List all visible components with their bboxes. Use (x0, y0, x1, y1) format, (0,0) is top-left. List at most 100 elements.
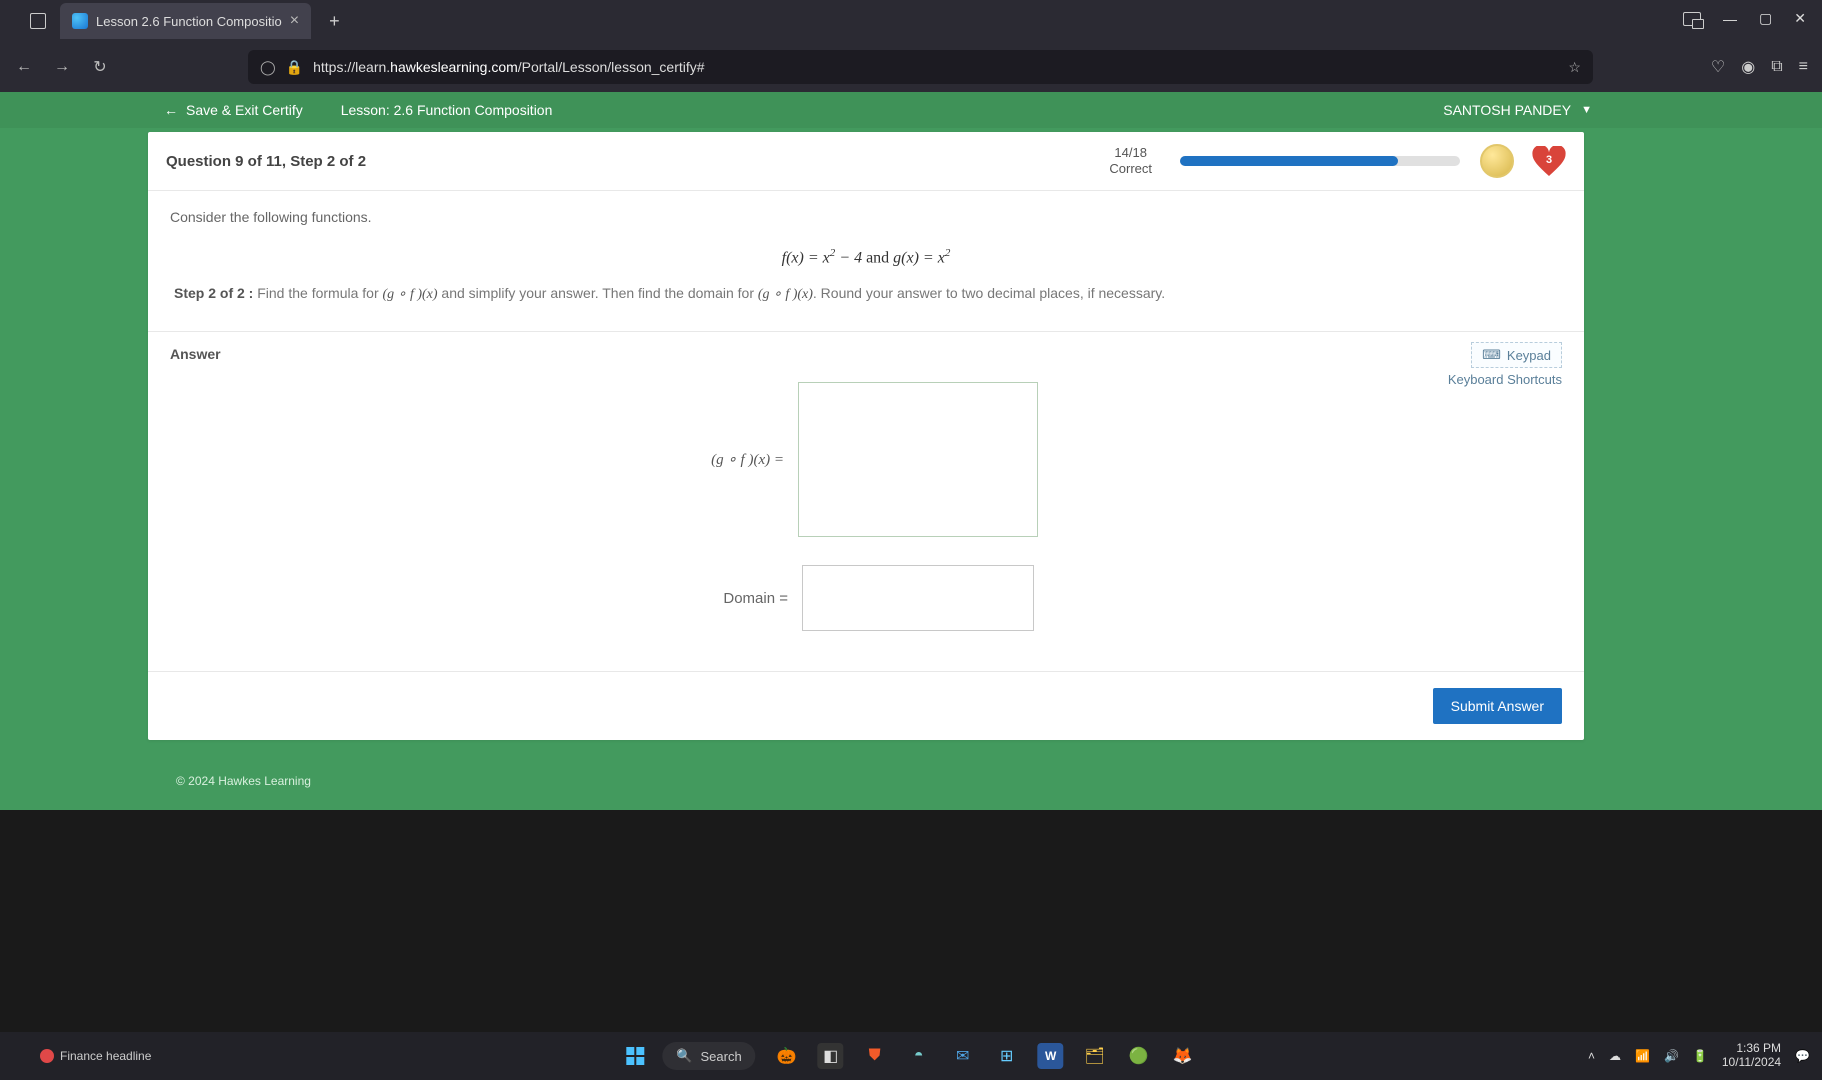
taskbar-app-copilot[interactable]: ◓ (906, 1043, 932, 1069)
keypad-button[interactable]: ⌨ Keypad (1471, 342, 1562, 368)
lives-heart[interactable]: 3 (1532, 146, 1566, 176)
taskbar-app-brave[interactable]: ⛊ (862, 1043, 888, 1069)
forward-button[interactable]: → (52, 58, 72, 76)
question-card: Question 9 of 11, Step 2 of 2 14/18 Corr… (148, 132, 1584, 740)
pocket-icon[interactable]: ♡ (1711, 57, 1725, 77)
notifications-icon[interactable]: 💬 (1795, 1049, 1810, 1063)
gx-sup: 2 (945, 247, 951, 259)
answer-body: (g ∘ f )(x) = Domain = (148, 372, 1584, 671)
taskbar-app-1[interactable]: 🎃 (774, 1043, 800, 1069)
taskbar-app-store[interactable]: ⊞ (994, 1043, 1020, 1069)
url-path: /Portal/Lesson/lesson_certify# (518, 59, 705, 75)
lesson-title: Lesson: 2.6 Function Composition (325, 102, 553, 118)
minimize-button[interactable]: — (1723, 11, 1737, 27)
keypad-label: Keypad (1507, 348, 1551, 363)
prompt-area: Consider the following functions. f(x) =… (148, 191, 1584, 331)
taskbar-search[interactable]: 🔍 Search (662, 1042, 755, 1070)
url-text: https://learn.hawkeslearning.com/Portal/… (313, 59, 704, 75)
user-menu[interactable]: SANTOSH PANDEY ▼ (1443, 102, 1592, 118)
formula-input[interactable] (798, 382, 1038, 537)
url-prefix: https://learn. (313, 59, 390, 75)
progress-bar (1180, 156, 1460, 166)
step-c: . Round your answer to two decimal place… (813, 285, 1165, 301)
keyboard-shortcuts-link[interactable]: Keyboard Shortcuts (1448, 372, 1562, 387)
account-icon[interactable]: ◉ (1741, 57, 1755, 77)
back-arrow-icon: ← (164, 102, 178, 118)
bookmark-star-icon[interactable]: ☆ (1568, 59, 1581, 76)
menu-icon[interactable]: ≡ (1799, 58, 1808, 76)
taskbar-center: 🔍 Search 🎃 ◧ ⛊ ◓ ✉ ⊞ W 🗂 🟢 🦊 (626, 1042, 1195, 1070)
lock-icon[interactable]: 🔒 (286, 59, 303, 76)
lives-count: 3 (1546, 154, 1552, 166)
formula-row: (g ∘ f )(x) = (694, 382, 1038, 537)
browser-tab[interactable]: Lesson 2.6 Function Compositio × (60, 3, 311, 39)
taskbar-app-chrome[interactable]: 🟢 (1126, 1043, 1152, 1069)
submit-row: Submit Answer (148, 671, 1584, 740)
fx-tail: − 4 (835, 249, 862, 266)
page-footer: © 2024 Hawkes Learning (0, 754, 1822, 810)
clock[interactable]: 1:36 PM 10/11/2024 (1722, 1042, 1781, 1070)
maximize-button[interactable]: ▢ (1759, 10, 1772, 27)
step-label: Step 2 of 2 : (174, 285, 257, 301)
address-bar[interactable]: ◯ 🔒 https://learn.hawkeslearning.com/Por… (248, 50, 1593, 84)
pip-icon[interactable] (1683, 12, 1701, 26)
back-button[interactable]: ← (14, 58, 34, 76)
taskbar-app-explorer[interactable]: 🗂 (1082, 1043, 1108, 1069)
taskbar-app-mail[interactable]: ✉ (950, 1043, 976, 1069)
functions-expression: f(x) = x2 − 4 and g(x) = x2 (170, 247, 1562, 267)
close-window-button[interactable]: ✕ (1794, 10, 1806, 27)
domain-lhs: Domain = (698, 590, 788, 607)
taskbar-app-firefox[interactable]: 🦊 (1170, 1043, 1196, 1069)
and: and (862, 249, 893, 266)
reload-button[interactable]: ↻ (90, 57, 110, 77)
app-header: ← Save & Exit Certify Lesson: 2.6 Functi… (0, 92, 1822, 128)
score-box: 14/18 Correct (1095, 145, 1166, 178)
copyright: © 2024 Hawkes Learning (176, 774, 311, 788)
coin-icon[interactable] (1480, 144, 1514, 178)
start-button[interactable] (626, 1047, 644, 1065)
tray-chevron-icon[interactable]: ˄ (1588, 1049, 1595, 1063)
answer-label: Answer (170, 346, 221, 362)
gx: g(x) = x (893, 249, 945, 266)
step-expr-2: (g ∘ f )(x) (758, 287, 813, 302)
browser-toolbar: ← → ↻ ◯ 🔒 https://learn.hawkeslearning.c… (0, 42, 1822, 92)
shield-icon[interactable]: ◯ (260, 59, 276, 76)
onedrive-icon[interactable]: ☁ (1609, 1049, 1621, 1063)
progress-fill (1180, 156, 1398, 166)
step-instruction: Step 2 of 2 : Find the formula for (g ∘ … (170, 285, 1562, 319)
prompt-intro: Consider the following functions. (170, 209, 1562, 225)
domain-row: Domain = (698, 565, 1034, 631)
keypad-icon: ⌨ (1482, 347, 1501, 363)
formula-lhs: (g ∘ f )(x) = (694, 450, 784, 469)
taskbar-app-2[interactable]: ◧ (818, 1043, 844, 1069)
clock-date: 10/11/2024 (1722, 1056, 1781, 1070)
battery-icon[interactable]: 🔋 (1693, 1049, 1708, 1063)
windows-taskbar: Finance headline 🔍 Search 🎃 ◧ ⛊ ◓ ✉ ⊞ W … (0, 1032, 1822, 1080)
save-exit-button[interactable]: ← Save & Exit Certify (154, 102, 313, 118)
url-domain: hawkeslearning.com (390, 59, 518, 75)
score-numerator: 14/18 (1109, 145, 1152, 161)
taskbar-app-word[interactable]: W (1038, 1043, 1064, 1069)
step-a: Find the formula for (257, 285, 382, 301)
news-widget[interactable]: Finance headline (40, 1049, 151, 1064)
new-tab-button[interactable]: + (319, 11, 350, 32)
clock-time: 1:36 PM (1722, 1042, 1781, 1056)
extensions-icon[interactable]: ⧉ (1771, 58, 1782, 76)
volume-icon[interactable]: 🔊 (1664, 1049, 1679, 1063)
step-b: and simplify your answer. Then find the … (438, 285, 758, 301)
search-placeholder: Search (700, 1049, 741, 1064)
user-name: SANTOSH PANDEY (1443, 102, 1571, 118)
domain-input[interactable] (802, 565, 1034, 631)
news-headline: Finance headline (60, 1049, 151, 1063)
close-tab-icon[interactable]: × (290, 12, 299, 30)
chevron-down-icon: ▼ (1581, 104, 1592, 116)
sidebar-toggle-icon[interactable] (30, 13, 46, 29)
score-label: Correct (1109, 161, 1152, 177)
browser-chrome: — ▢ ✕ Lesson 2.6 Function Compositio × +… (0, 0, 1822, 92)
news-dot-icon (40, 1049, 54, 1063)
app-shell: ← Save & Exit Certify Lesson: 2.6 Functi… (0, 92, 1822, 810)
submit-button[interactable]: Submit Answer (1433, 688, 1562, 724)
wifi-icon[interactable]: 📶 (1635, 1049, 1650, 1063)
fx: f(x) = x (782, 249, 830, 266)
question-title: Question 9 of 11, Step 2 of 2 (166, 153, 366, 170)
